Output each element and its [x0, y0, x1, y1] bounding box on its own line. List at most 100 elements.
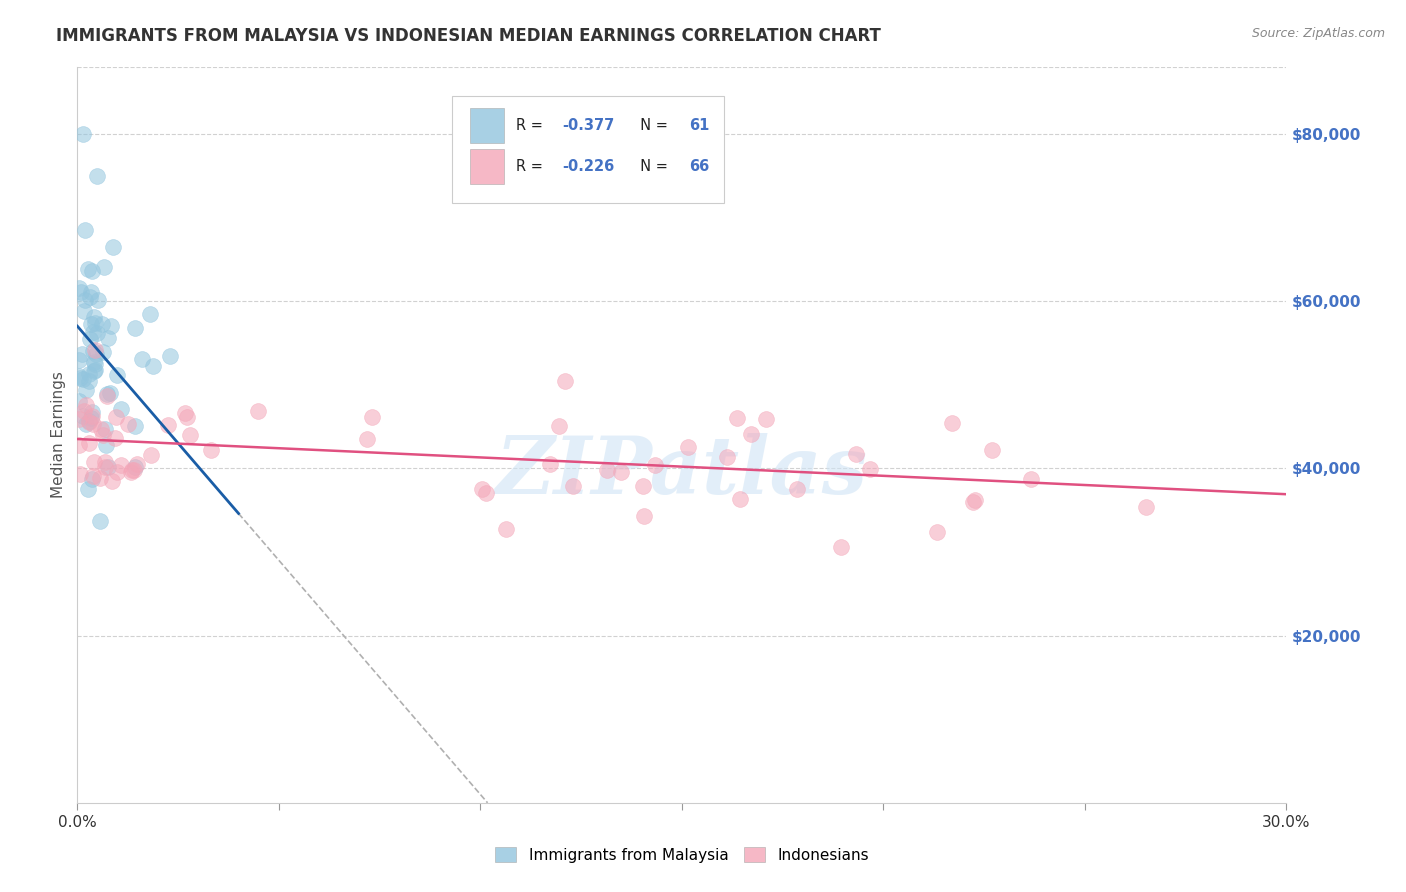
Point	[67, 393, 90, 408]
Point	[89, 514, 111, 528]
Point	[124, 463, 146, 477]
Point	[94, 422, 117, 436]
Point	[80, 405, 103, 419]
Point	[786, 483, 808, 497]
Y-axis label: Median Earnings: Median Earnings	[51, 371, 66, 499]
Point	[69, 467, 91, 481]
Point	[941, 416, 963, 430]
Point	[548, 419, 571, 434]
Point	[76, 482, 98, 496]
Point	[110, 402, 132, 417]
Text: ZIPatlas: ZIPatlas	[496, 433, 868, 510]
Point	[200, 442, 222, 457]
Text: R =: R =	[516, 119, 548, 133]
Text: -0.377: -0.377	[562, 119, 614, 133]
Point	[176, 410, 198, 425]
Point	[80, 409, 103, 424]
Point	[72, 127, 94, 141]
Point	[79, 410, 101, 425]
Point	[94, 455, 117, 469]
Point	[139, 448, 162, 462]
Point	[830, 540, 852, 554]
Point	[246, 403, 269, 417]
Point	[91, 428, 114, 442]
Point	[1135, 500, 1157, 514]
Point	[96, 387, 118, 401]
Point	[70, 346, 93, 360]
Point	[82, 325, 104, 339]
Point	[84, 363, 107, 377]
Point	[740, 427, 762, 442]
Point	[631, 479, 654, 493]
Point	[553, 375, 575, 389]
Point	[105, 465, 128, 479]
Point	[644, 458, 666, 473]
Point	[360, 409, 382, 424]
Point	[69, 370, 91, 384]
Point	[83, 454, 105, 468]
Point	[94, 460, 117, 475]
Point	[73, 304, 96, 318]
Point	[72, 372, 94, 386]
Point	[77, 414, 100, 428]
Point	[80, 285, 103, 299]
Point	[79, 332, 101, 346]
Point	[755, 411, 778, 425]
Point	[538, 457, 561, 471]
Point	[77, 367, 100, 381]
Point	[89, 471, 111, 485]
Point	[610, 465, 633, 479]
Point	[105, 368, 128, 382]
Point	[84, 357, 107, 371]
Point	[124, 321, 146, 335]
Point	[101, 240, 124, 254]
Point	[80, 472, 103, 486]
Point	[84, 316, 107, 330]
Point	[845, 447, 868, 461]
Text: -0.226: -0.226	[562, 159, 614, 174]
Point	[98, 386, 121, 401]
Point	[356, 432, 378, 446]
Point	[105, 410, 128, 425]
Bar	[470, 149, 505, 184]
Point	[101, 474, 124, 488]
Text: 66: 66	[689, 159, 710, 174]
Point	[67, 353, 90, 368]
Point	[73, 404, 96, 418]
Point	[97, 331, 120, 345]
Point	[858, 462, 880, 476]
Point	[159, 350, 181, 364]
Point	[93, 260, 115, 275]
Text: IMMIGRANTS FROM MALAYSIA VS INDONESIAN MEDIAN EARNINGS CORRELATION CHART: IMMIGRANTS FROM MALAYSIA VS INDONESIAN M…	[56, 27, 882, 45]
Point	[82, 417, 104, 431]
Point	[965, 493, 987, 508]
Point	[728, 492, 751, 507]
Text: 61: 61	[689, 119, 710, 133]
Point	[110, 458, 132, 472]
Text: Source: ZipAtlas.com: Source: ZipAtlas.com	[1251, 27, 1385, 40]
Point	[96, 388, 118, 402]
Point	[73, 223, 96, 237]
Point	[179, 427, 201, 442]
Point	[117, 417, 139, 431]
Point	[75, 383, 97, 397]
Point	[72, 409, 94, 423]
Point	[79, 290, 101, 304]
Point	[633, 508, 655, 523]
Point	[94, 438, 117, 452]
Point	[82, 344, 104, 359]
Bar	[470, 108, 505, 144]
Point	[124, 418, 146, 433]
Point	[981, 443, 1004, 458]
Point	[142, 359, 165, 373]
Point	[91, 345, 114, 359]
Point	[87, 293, 110, 307]
Point	[475, 486, 498, 500]
Point	[67, 369, 90, 384]
Point	[82, 468, 104, 483]
Point	[125, 457, 148, 471]
Point	[120, 465, 142, 479]
Point	[75, 417, 97, 431]
Point	[86, 169, 108, 183]
Point	[495, 522, 517, 536]
